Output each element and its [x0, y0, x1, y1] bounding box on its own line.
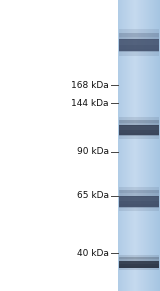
Text: 65 kDa: 65 kDa: [77, 191, 109, 200]
Bar: [119, 125, 159, 135]
Bar: [119, 257, 159, 261]
Bar: [145, 0, 146, 291]
Bar: [119, 133, 159, 139]
Bar: [137, 0, 138, 291]
Bar: [121, 0, 122, 291]
Bar: [119, 260, 159, 267]
Bar: [140, 0, 141, 291]
Bar: [147, 0, 148, 291]
Bar: [132, 0, 133, 291]
Bar: [124, 0, 125, 291]
Bar: [151, 0, 152, 291]
Bar: [154, 0, 155, 291]
Bar: [130, 0, 131, 291]
Bar: [127, 0, 128, 291]
Bar: [134, 0, 135, 291]
Text: 90 kDa: 90 kDa: [77, 148, 109, 157]
Bar: [142, 0, 143, 291]
Bar: [120, 0, 121, 291]
Bar: [133, 0, 134, 291]
Bar: [119, 117, 159, 123]
Bar: [135, 0, 136, 291]
Bar: [146, 0, 147, 291]
Bar: [119, 120, 159, 126]
Bar: [118, 0, 119, 291]
Bar: [119, 204, 159, 211]
Bar: [119, 0, 120, 291]
Bar: [141, 0, 142, 291]
Bar: [148, 0, 149, 291]
Text: 168 kDa: 168 kDa: [71, 81, 109, 90]
Bar: [119, 190, 159, 197]
Bar: [125, 0, 126, 291]
Bar: [157, 0, 158, 291]
Bar: [119, 29, 159, 37]
Bar: [126, 0, 127, 291]
Bar: [119, 264, 159, 268]
Bar: [150, 0, 151, 291]
Bar: [123, 0, 124, 291]
Bar: [149, 0, 150, 291]
Bar: [119, 45, 159, 52]
Bar: [136, 0, 137, 291]
Bar: [138, 0, 139, 291]
Bar: [158, 0, 159, 291]
Bar: [129, 0, 130, 291]
Bar: [119, 187, 159, 193]
Bar: [119, 130, 159, 136]
Bar: [119, 196, 159, 207]
Bar: [119, 39, 159, 51]
Bar: [155, 0, 156, 291]
Bar: [119, 255, 159, 259]
Bar: [153, 0, 154, 291]
Bar: [119, 49, 159, 56]
Bar: [144, 0, 145, 291]
Text: 144 kDa: 144 kDa: [71, 98, 109, 107]
Bar: [122, 0, 123, 291]
Bar: [143, 0, 144, 291]
Bar: [128, 0, 129, 291]
Text: 40 kDa: 40 kDa: [77, 249, 109, 258]
Bar: [119, 201, 159, 207]
Bar: [119, 33, 159, 40]
Bar: [159, 0, 160, 291]
Bar: [156, 0, 157, 291]
Bar: [119, 266, 159, 270]
Bar: [152, 0, 153, 291]
Bar: [131, 0, 132, 291]
Bar: [139, 0, 140, 291]
